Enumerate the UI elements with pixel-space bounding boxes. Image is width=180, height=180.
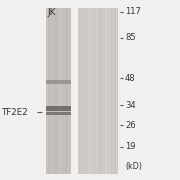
Bar [93, 8, 94, 174]
Bar [64, 8, 65, 174]
Bar [47, 8, 48, 174]
Bar [68, 8, 69, 174]
Bar [97, 8, 98, 174]
Bar [112, 8, 113, 174]
Bar [95, 8, 96, 174]
Bar [60, 8, 61, 174]
Bar [92, 8, 93, 174]
Text: 117: 117 [125, 7, 141, 16]
Bar [80, 8, 81, 174]
Bar [88, 8, 89, 174]
Bar [62, 8, 63, 174]
Bar [91, 8, 92, 174]
Bar [117, 8, 118, 174]
Bar [59, 8, 60, 174]
Bar [66, 8, 67, 174]
Bar [48, 8, 49, 174]
Bar [89, 8, 90, 174]
Bar [46, 80, 71, 84]
Bar [104, 8, 105, 174]
Bar [55, 8, 56, 174]
Bar [46, 112, 71, 115]
Bar [85, 8, 86, 174]
Bar [50, 8, 51, 174]
Bar [86, 8, 87, 174]
Bar [84, 8, 85, 174]
Bar [58, 8, 59, 174]
Text: JK: JK [47, 8, 56, 17]
Bar [67, 8, 68, 174]
Bar [105, 8, 107, 174]
Bar [99, 8, 100, 174]
Bar [57, 8, 58, 174]
Bar [65, 8, 66, 174]
Bar [113, 8, 114, 174]
Bar [46, 106, 71, 111]
Bar [109, 8, 110, 174]
Bar [56, 8, 57, 174]
Bar [87, 8, 88, 174]
Bar [101, 8, 102, 174]
Text: TF2E2: TF2E2 [2, 108, 29, 117]
Text: 19: 19 [125, 142, 136, 151]
Bar [69, 8, 70, 174]
Bar [111, 8, 112, 174]
Bar [76, 8, 78, 174]
Bar [52, 8, 53, 174]
Bar [102, 8, 103, 174]
Text: 26: 26 [125, 121, 136, 130]
Bar [63, 8, 64, 174]
Bar [49, 8, 50, 174]
Bar [70, 8, 71, 174]
Bar [114, 8, 115, 174]
Bar [98, 8, 99, 174]
Bar [76, 8, 118, 174]
Bar [115, 8, 116, 174]
Bar [83, 8, 84, 174]
Text: 34: 34 [125, 101, 136, 110]
Text: (kD): (kD) [125, 162, 142, 171]
Bar [81, 8, 82, 174]
Bar [46, 8, 47, 174]
Bar [110, 8, 111, 174]
Bar [108, 8, 109, 174]
Bar [46, 8, 71, 174]
Bar [51, 8, 52, 174]
Bar [116, 8, 117, 174]
Bar [100, 8, 101, 174]
Text: 48: 48 [125, 74, 136, 83]
Bar [53, 8, 54, 174]
Bar [78, 8, 80, 174]
Bar [90, 8, 91, 174]
Bar [103, 8, 104, 174]
Bar [82, 8, 83, 174]
Bar [96, 8, 97, 174]
Bar [107, 8, 108, 174]
Bar [54, 8, 55, 174]
Bar [61, 8, 62, 174]
Text: 85: 85 [125, 33, 136, 42]
Bar [94, 8, 95, 174]
